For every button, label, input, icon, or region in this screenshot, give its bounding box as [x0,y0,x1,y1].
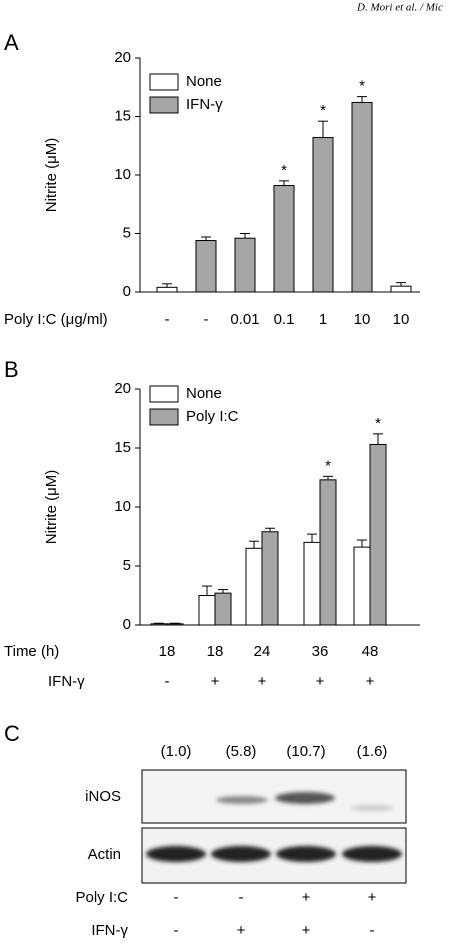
x-tick-label: 36 [312,643,329,660]
running-header: D. Mori et al. / Mic [356,2,443,14]
bar [390,285,412,293]
band [275,792,335,804]
x-row-label: Poly I:C (μg/ml) [4,311,108,328]
x-tick-label: 0.01 [230,311,259,328]
row-label: IFN-γ [48,673,85,690]
row-value: + [211,673,220,690]
condition-label: IFN-γ [91,922,128,939]
y-tick-label: 10 [114,166,131,183]
fold-label: (1.6) [357,743,388,760]
bar [156,286,178,293]
bar [150,623,168,626]
condition-value: + [302,889,311,906]
y-tick-label: 0 [123,616,131,633]
blot-row-label: Actin [88,846,121,863]
band [342,846,402,862]
x-tick-label: - [165,311,170,328]
x-tick-label: 48 [362,643,379,660]
band [216,796,268,804]
x-tick-label: - [204,311,209,328]
band [146,846,206,862]
row-value: + [258,673,267,690]
legend-swatch [149,73,179,91]
bar [261,531,279,626]
bar [312,137,334,293]
y-tick-label: 0 [123,283,131,300]
y-tick-label: 15 [114,439,131,456]
bands [146,792,402,862]
condition-value: - [239,889,244,906]
bar [369,443,387,626]
legend-label: IFN-γ [186,96,223,113]
y-tick-label: 15 [114,107,131,124]
legend-label: None [186,73,222,90]
x-tick-label: 18 [207,643,224,660]
y-tick-label: 20 [114,380,131,397]
bar [234,237,256,293]
condition-value: - [370,922,375,939]
x-tick-label: 24 [254,643,271,660]
condition-value: + [302,922,311,939]
fold-label: (1.0) [161,743,192,760]
x-tick-label: 18 [159,643,176,660]
panel-label: B [4,357,19,382]
y-axis-label: Nitrite (μM) [43,470,60,544]
y-tick-label: 5 [123,557,131,574]
band [211,846,271,862]
x-tick-label: 1 [319,311,327,328]
condition-value: + [368,889,377,906]
y-tick-label: 10 [114,498,131,515]
blot-box [141,769,407,824]
y-axis-label: Nitrite (μM) [43,138,60,212]
condition-value: - [174,889,179,906]
bar [351,101,373,293]
bar [273,185,295,293]
row-value: + [316,673,325,690]
bar [319,479,337,626]
band [276,846,336,862]
x-row-label: Time (h) [4,643,59,660]
bar [214,592,232,626]
legend-label: Poly I:C [186,408,239,425]
x-tick-label: 0.1 [274,311,295,328]
y-tick-label: 5 [123,224,131,241]
panel-label: A [4,30,19,55]
fold-label: (5.8) [226,743,257,760]
significance: * [281,162,287,179]
bar [198,595,216,626]
bar [166,623,184,626]
bar [245,547,263,626]
significance: * [375,415,381,432]
row-value: - [165,673,170,690]
significance: * [359,78,365,95]
condition-value: - [174,922,179,939]
bar [195,240,217,293]
bar [353,546,371,626]
condition-value: + [237,922,246,939]
condition-label: Poly I:C [75,889,128,906]
blot-row-label: iNOS [85,788,121,805]
panel-label: C [4,721,20,746]
y-tick-label: 20 [114,49,131,66]
x-tick-label: 10 [354,311,371,328]
legend-swatch [149,408,179,426]
legend-label: None [186,385,222,402]
legend-swatch [149,96,179,114]
row-value: + [366,673,375,690]
legend-swatch [149,385,179,403]
x-tick-label: 10 [393,311,410,328]
significance: * [325,457,331,474]
band [350,805,394,811]
significance: * [320,102,326,119]
fold-label: (10.7) [286,743,325,760]
bar [303,541,321,626]
